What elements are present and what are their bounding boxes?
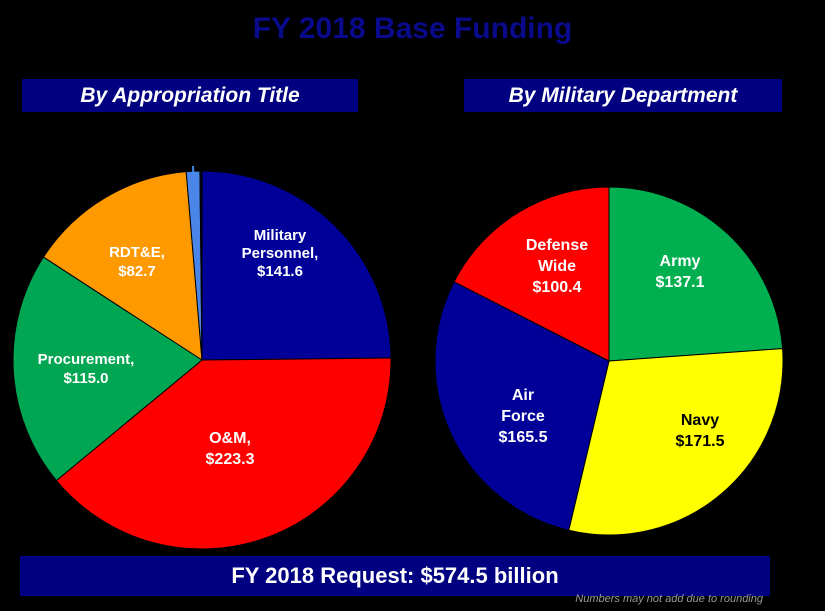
- appropriation-slice-0: [201, 170, 392, 361]
- department-slice-0: [608, 186, 784, 362]
- appropriation-pie: Military Personnel, $141.6 O&M, $223.3 Procur…: [12, 165, 392, 550]
- rounding-footnote: Numbers may not add due to rounding: [575, 593, 763, 605]
- appropriation-slice-2: [12, 256, 203, 482]
- department-label-1: Navy $171.5: [676, 412, 725, 450]
- department-slice-2: [434, 281, 610, 531]
- appropriation-title-banner: By Appropriation Title: [22, 79, 358, 112]
- appropriation-leader-line: [192, 165, 195, 189]
- department-label-0: Army $137.1: [656, 253, 705, 291]
- appropriation-label-0: Military Personnel, $141.6: [242, 227, 319, 280]
- appropriation-label-1: O&M, $223.3: [206, 430, 255, 468]
- department-pie: Army $137.1 Navy $171.5 Air Force $165.5 Defens…: [434, 186, 784, 536]
- appropriation-label-2: Procurement, $115.0: [38, 351, 135, 387]
- page-title: FY 2018 Base Funding: [252, 12, 573, 45]
- appropriation-slice-3: [42, 171, 203, 361]
- appropriation-slice-6: [200, 170, 203, 361]
- department-slice-1: [568, 348, 784, 536]
- department-label-2: Air Force $165.5: [499, 387, 548, 446]
- department-label-3: Defense Wide $100.4: [526, 237, 588, 296]
- appropriation-slice-1: [55, 357, 392, 550]
- military-department-banner: By Military Department: [464, 79, 782, 112]
- appropriation-label-3: RDT&E, $82.7: [109, 244, 165, 280]
- department-slice-3: [453, 186, 610, 362]
- total-request-banner: FY 2018 Request: $574.5 billion: [20, 556, 770, 596]
